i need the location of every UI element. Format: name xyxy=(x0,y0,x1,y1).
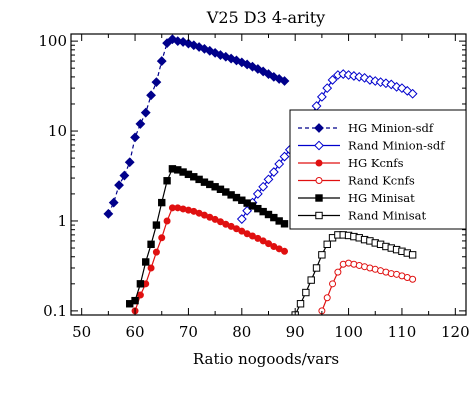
data-point-0-7 xyxy=(140,107,151,118)
data-point-0-4 xyxy=(124,157,135,168)
data-point-3-3 xyxy=(334,268,342,276)
plot-area xyxy=(103,34,418,315)
data-point-2-25 xyxy=(265,240,272,248)
data-point-3-17 xyxy=(409,275,417,283)
series-2 xyxy=(131,204,289,315)
x-tick-label: 50 xyxy=(72,323,91,341)
data-point-1-5 xyxy=(263,174,274,185)
data-point-1-16 xyxy=(322,83,333,94)
data-point-4-6 xyxy=(158,198,166,207)
data-point-4-3 xyxy=(142,258,150,266)
data-point-2-28 xyxy=(281,247,289,255)
x-tick-label: 90 xyxy=(286,323,305,341)
y-tick-label: 10 xyxy=(48,122,67,140)
data-point-2-24 xyxy=(259,237,267,245)
data-point-4-4 xyxy=(147,240,155,249)
data-point-0-19 xyxy=(204,45,215,56)
data-point-0-11 xyxy=(162,38,172,49)
data-point-0-8 xyxy=(146,90,156,101)
data-point-5-2 xyxy=(302,288,310,297)
x-tick-label: 110 xyxy=(388,323,417,341)
data-point-5-6 xyxy=(323,240,331,249)
data-point-1-6 xyxy=(268,167,279,177)
data-point-2-20 xyxy=(238,227,246,235)
data-point-0-26 xyxy=(242,59,253,70)
x-axis-label: Ratio nogoods/vars xyxy=(193,350,339,368)
data-point-1-17 xyxy=(327,75,338,85)
data-point-1-15 xyxy=(316,91,327,102)
data-point-1-28 xyxy=(386,79,397,90)
data-point-3-1 xyxy=(323,294,331,302)
x-tick-label: 120 xyxy=(441,323,470,341)
data-point-1-3 xyxy=(252,188,263,199)
x-tick-label: 60 xyxy=(126,323,145,341)
y-tick-label: 1 xyxy=(57,212,67,230)
x-tick-label: 70 xyxy=(179,323,198,341)
series-0 xyxy=(103,34,290,219)
x-tick-label: 100 xyxy=(334,323,363,341)
legend-label-2: HG Kcnfs xyxy=(348,156,404,170)
data-point-5-3 xyxy=(307,276,315,284)
data-point-1-8 xyxy=(279,151,290,162)
data-point-0-23 xyxy=(226,53,237,64)
data-point-2-4 xyxy=(152,248,160,256)
data-point-1-32 xyxy=(407,88,418,99)
data-point-0-5 xyxy=(130,132,140,143)
data-point-3-2 xyxy=(329,280,337,288)
y-tick-label: 0.1 xyxy=(43,302,67,320)
data-point-4-1 xyxy=(131,296,139,305)
data-point-2-3 xyxy=(147,264,155,272)
legend-marker-2 xyxy=(315,159,323,167)
data-point-1-7 xyxy=(274,159,285,169)
data-point-5-22 xyxy=(408,251,417,259)
data-point-1-4 xyxy=(258,181,269,192)
legend-label-4: HG Minisat xyxy=(348,191,415,205)
data-point-1-14 xyxy=(311,101,322,111)
y-tick-label: 100 xyxy=(38,32,67,50)
legend-marker-5 xyxy=(315,211,323,220)
data-point-0-33 xyxy=(279,76,290,86)
series-5 xyxy=(291,231,417,315)
data-point-0-6 xyxy=(135,119,146,129)
data-point-5-5 xyxy=(318,251,326,259)
data-point-0-12 xyxy=(167,34,178,45)
data-point-0-0 xyxy=(103,208,114,219)
data-point-0-15 xyxy=(183,38,194,49)
legend-label-3: Rand Kcnfs xyxy=(348,174,415,188)
data-point-0-3 xyxy=(119,170,130,181)
series-3 xyxy=(318,259,417,315)
data-point-2-6 xyxy=(163,217,171,225)
data-point-0-2 xyxy=(114,180,124,191)
data-point-5-1 xyxy=(296,300,305,308)
legend-label-0: HG Minion-sdf xyxy=(348,121,434,135)
data-point-2-5 xyxy=(158,234,166,242)
data-point-0-10 xyxy=(156,56,167,66)
data-point-4-7 xyxy=(163,177,171,185)
data-point-0-14 xyxy=(178,37,189,47)
legend-label-1: Rand Minion-sdf xyxy=(348,139,445,153)
chart-title: V25 D3 4-arity xyxy=(206,8,325,27)
data-point-0-9 xyxy=(151,77,162,88)
data-point-4-29 xyxy=(280,220,289,228)
data-point-0-30 xyxy=(263,69,274,79)
data-point-1-0 xyxy=(236,214,247,224)
series-4 xyxy=(126,165,289,308)
legend-label-5: Rand Minisat xyxy=(348,209,426,223)
data-point-0-1 xyxy=(108,197,119,208)
legend: HG Minion-sdf Rand Minion-sdf HG Kcnfs Rand… xyxy=(289,109,467,230)
data-point-4-5 xyxy=(152,221,161,229)
legend-marker-0 xyxy=(314,123,324,133)
legend-marker-1 xyxy=(314,140,324,151)
legend-marker-4 xyxy=(315,194,323,202)
data-point-5-4 xyxy=(312,264,321,272)
x-tick-label: 80 xyxy=(232,323,251,341)
legend-marker-3 xyxy=(315,177,323,184)
data-point-4-2 xyxy=(136,280,145,288)
